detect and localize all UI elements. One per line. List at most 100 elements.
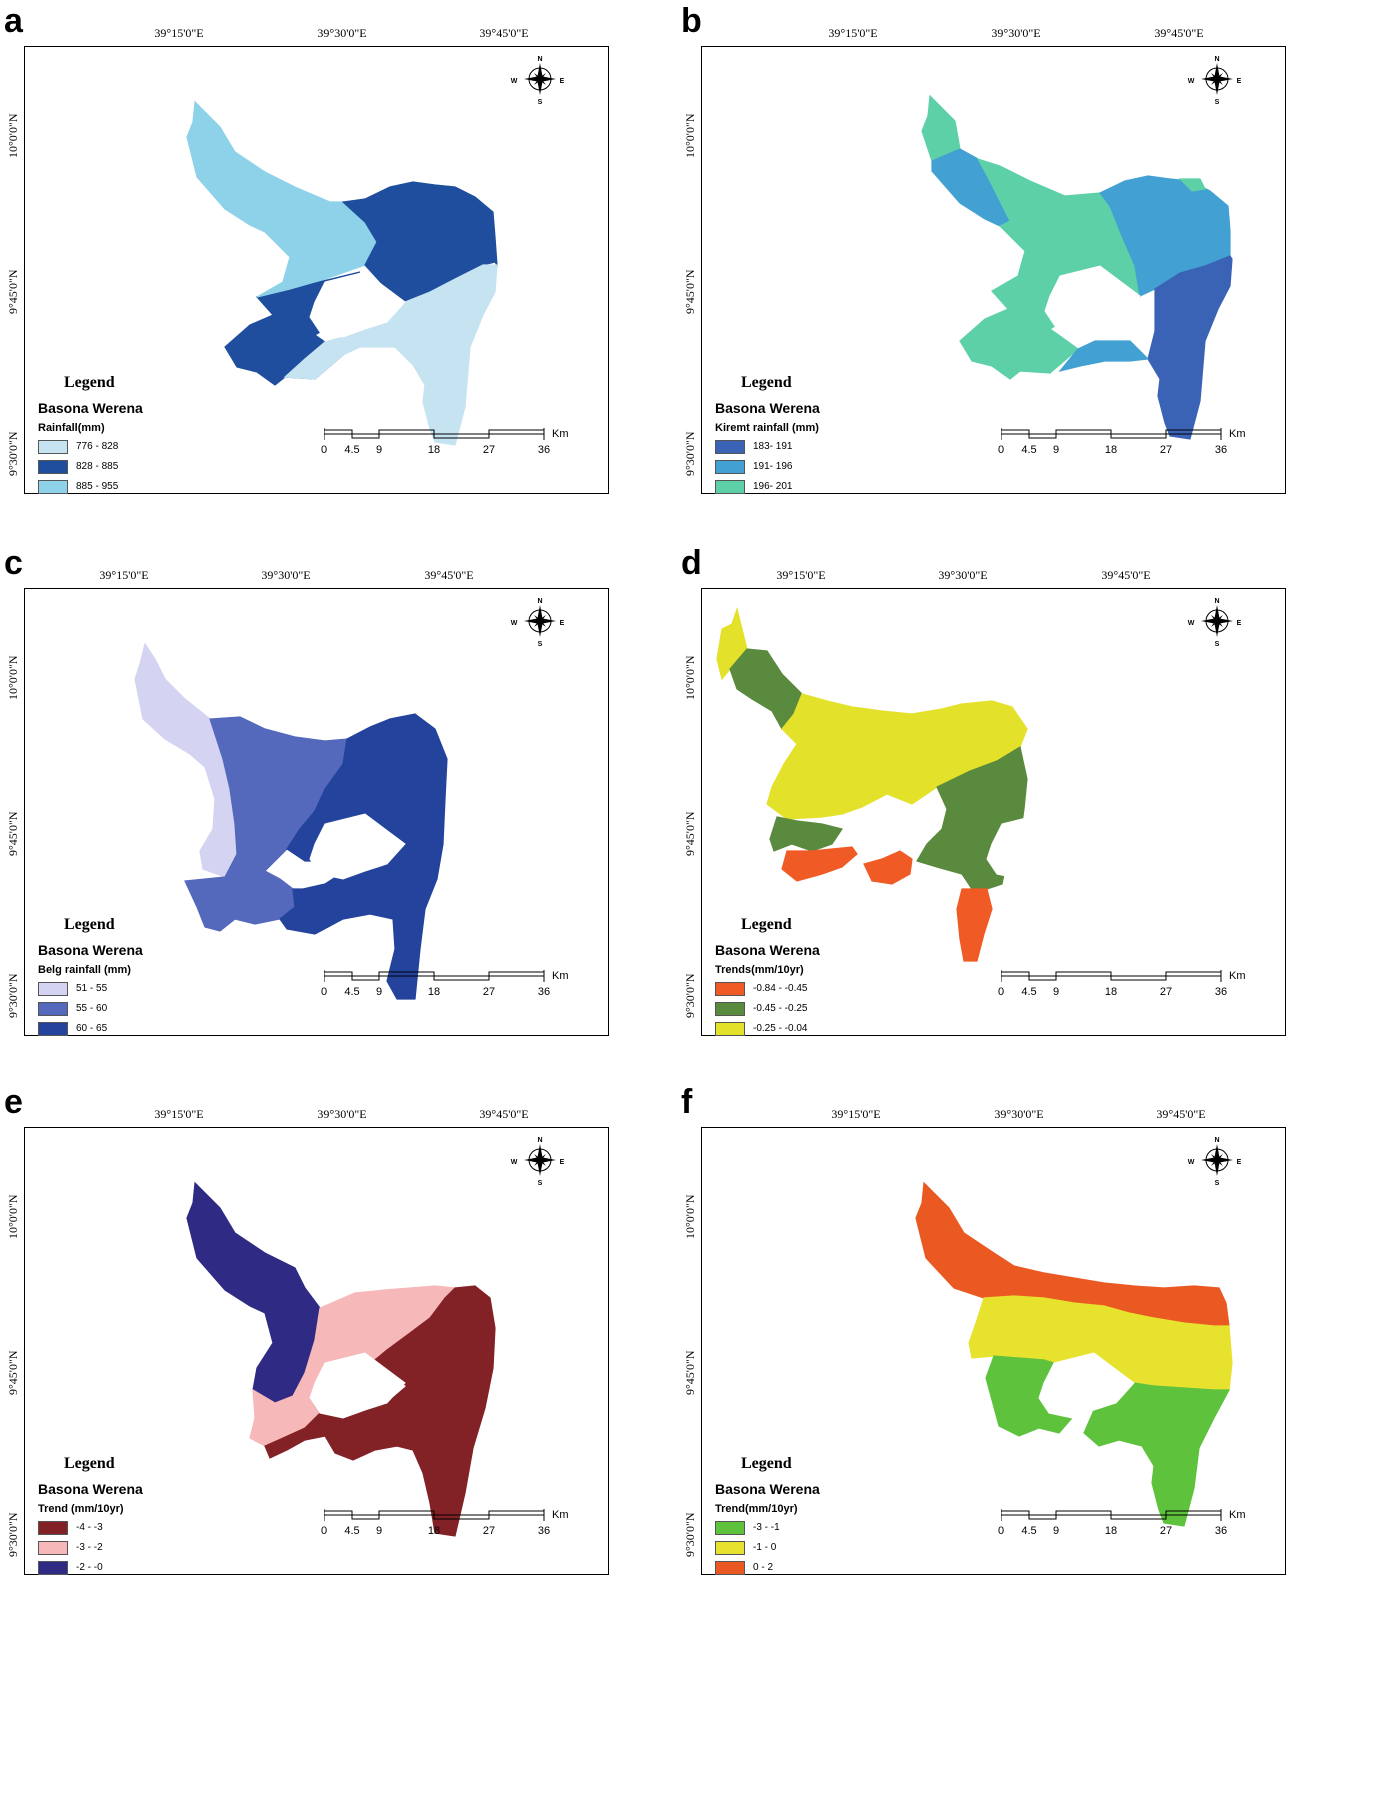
latitude-label: 10°0'0"N (683, 1194, 697, 1239)
map-canvas: N S E W (134, 598, 565, 1000)
scale-tick-label: 0 (997, 986, 1005, 998)
scale-segment (488, 1510, 545, 1516)
longitude-label: 39°30'0"E (994, 1107, 1044, 1121)
legend-swatch (38, 1022, 68, 1036)
region-zone-1 (1083, 1382, 1231, 1527)
map-canvas: N S E W (186, 56, 565, 446)
scale-tick-label: 18 (427, 444, 441, 456)
scale-segment (488, 971, 545, 977)
longitude-label: 39°15'0"E (828, 26, 878, 40)
scale-bar (324, 428, 545, 440)
compass-letter-s: S (1215, 641, 1220, 648)
scale-segment (324, 1510, 353, 1516)
north-arrow-compass-icon: N S E W (511, 598, 565, 648)
scale-tick-label: 27 (1159, 444, 1173, 456)
compass-letter-e: E (560, 1159, 565, 1166)
scale-tick-label: 9 (375, 444, 383, 456)
panel-letter-a: a (4, 2, 23, 40)
longitude-label: 39°45'0"E (479, 26, 529, 40)
legend-field-name: Trend(mm/10yr) (715, 1503, 798, 1515)
longitude-label: 39°30'0"E (991, 26, 1041, 40)
legend-label: 828 - 885 (76, 461, 119, 472)
scale-segment (351, 1514, 380, 1520)
legend-swatch (715, 440, 745, 454)
compass-diag-2 (1211, 73, 1223, 85)
longitude-label: 39°45'0"E (424, 568, 474, 582)
scale-tick-label: 18 (1104, 1525, 1118, 1537)
map-frame-f: N S E W (701, 1127, 1286, 1575)
compass-letter-w: W (1188, 1159, 1195, 1166)
compass-diag-2 (1211, 1154, 1223, 1166)
longitude-label: 39°45'0"E (1154, 26, 1204, 40)
legend-swatch (715, 1521, 745, 1535)
legend-subtitle: Basona Werena (38, 942, 143, 958)
scale-segment (324, 429, 353, 435)
compass-diag-2 (534, 1154, 546, 1166)
region-zone-1 (956, 888, 993, 962)
compass-letter-e: E (1237, 78, 1242, 85)
legend-label: -0.45 - -0.25 (753, 1003, 808, 1014)
scale-tick-label: 4.5 (1021, 986, 1037, 998)
scale-tick-label: 4.5 (1021, 444, 1037, 456)
compass-letter-s: S (538, 1180, 543, 1187)
scale-tick-label: 27 (1159, 1525, 1173, 1537)
legend-title: Legend (64, 916, 115, 933)
region-group (186, 1181, 496, 1537)
legend-item: 55 - 60 (38, 1002, 178, 1018)
legend-label: 196- 201 (753, 481, 793, 492)
region-zone-1 (283, 341, 344, 380)
scale-segment (1028, 975, 1057, 981)
latitude-label: 9°45'0"N (6, 269, 20, 314)
legend-item: -2 - -0 (38, 1561, 178, 1577)
scale-segment (1110, 1514, 1167, 1520)
scale-tick-label: 0 (320, 1525, 328, 1537)
lake-hole (986, 813, 1083, 880)
legend-item: 51 - 55 (38, 982, 178, 998)
latitude-label: 9°45'0"N (683, 811, 697, 856)
scale-unit: Km (552, 1509, 569, 1521)
scale-segment (1110, 975, 1167, 981)
legend-title: Legend (741, 916, 792, 933)
legend-item: -3 - -1 (715, 1521, 855, 1537)
latitude-label: 10°0'0"N (683, 655, 697, 700)
latitude-label: 10°0'0"N (6, 113, 20, 158)
legend-swatch (715, 480, 745, 494)
compass-letter-e: E (1237, 620, 1242, 627)
region-group (915, 1181, 1233, 1527)
legend-field-name: Rainfall(mm) (38, 422, 105, 434)
scale-segment (1165, 429, 1222, 435)
region-zone-3 (186, 100, 378, 298)
scale-tick-label: 36 (1214, 1525, 1228, 1537)
scale-tick-label: 4.5 (344, 444, 360, 456)
compass-letter-s: S (1215, 99, 1220, 106)
compass-diag-2 (1211, 615, 1223, 627)
legend-label: 0 - 2 (753, 1562, 774, 1573)
legend-swatch (38, 1541, 68, 1555)
north-arrow-compass-icon: N S E W (1188, 56, 1242, 106)
latitude-label: 9°30'0"N (683, 973, 697, 1018)
scale-segment (378, 971, 435, 977)
compass-letter-n: N (1214, 598, 1219, 605)
lake-hole (309, 271, 406, 338)
scale-tick-label: 4.5 (344, 1525, 360, 1537)
scale-tick-label: 0 (997, 444, 1005, 456)
map-canvas: N S E W (716, 598, 1242, 962)
legend-item: -0.25 - -0.04 (715, 1022, 855, 1038)
scale-bar (1001, 428, 1222, 440)
compass-letter-w: W (1188, 620, 1195, 627)
map-frame-c: N S E W (24, 588, 609, 1036)
legend-item: 828 - 885 (38, 460, 178, 476)
longitude-label: 39°15'0"E (831, 1107, 881, 1121)
legend-swatch (38, 440, 68, 454)
scale-segment (433, 1514, 490, 1520)
region-zone-2 (769, 816, 843, 852)
legend-label: 55 - 60 (76, 1003, 108, 1014)
scale-tick-label: 27 (482, 986, 496, 998)
map-canvas: N S E W (921, 56, 1242, 440)
legend-swatch (715, 982, 745, 996)
longitude-label: 39°30'0"E (261, 568, 311, 582)
scale-segment (1165, 971, 1222, 977)
legend-subtitle: Basona Werena (715, 400, 820, 416)
region-zone-3 (1178, 178, 1206, 192)
scale-tick-label: 4.5 (344, 986, 360, 998)
